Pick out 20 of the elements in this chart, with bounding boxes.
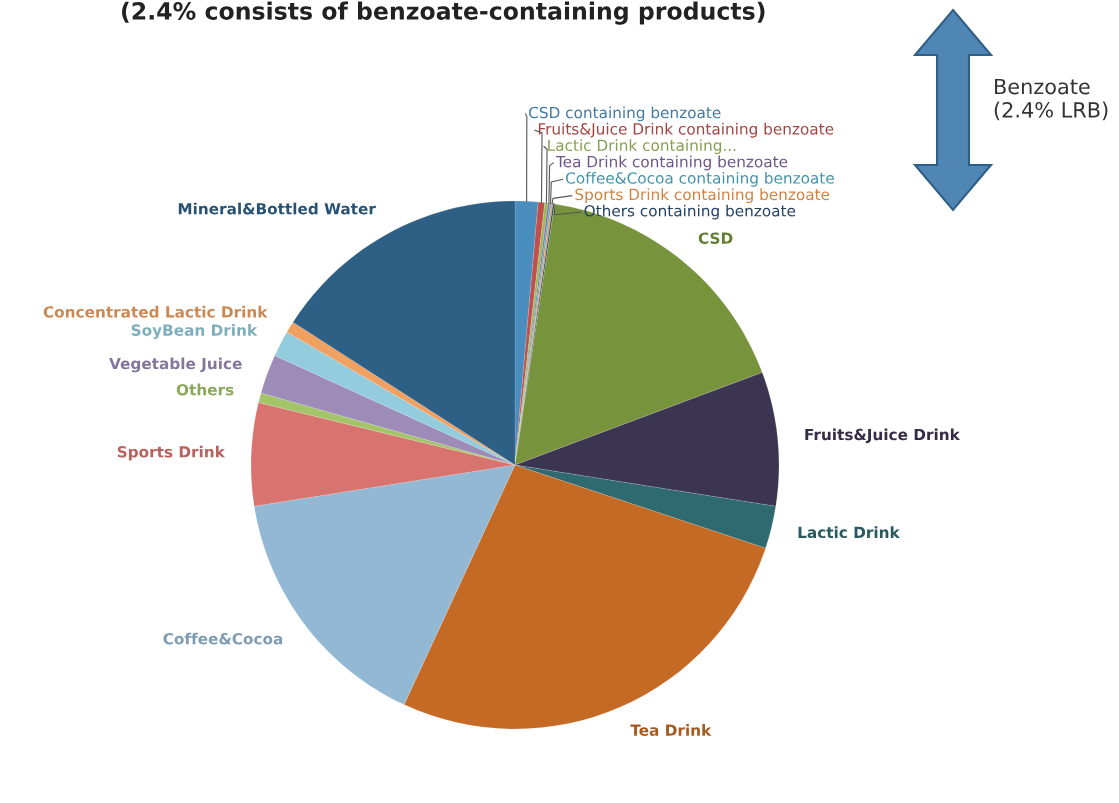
slice-label: Lactic Drink <box>798 526 900 539</box>
slice-label: CSD <box>698 232 733 244</box>
slice-label: Coffee&Cocoa <box>163 632 283 645</box>
slice-label: Others <box>176 383 234 396</box>
slice-label: Fruits&Juice Drink containing benzoate <box>538 122 834 138</box>
slice-label: Tea Drink containing benzoate <box>555 155 788 171</box>
text: Benzoate (2.4% LRB) <box>994 78 1108 121</box>
slice-label: CSD containing benzoate <box>529 106 721 122</box>
slice-label: Others containing benzoate <box>584 204 796 220</box>
slice-label: Concentrated Lactic Drink <box>43 305 268 318</box>
slice-label: Sports Drink <box>117 445 226 461</box>
slice-label: Fruits&Juice Drink <box>805 428 961 444</box>
slice-label: Tea Drink <box>630 724 712 736</box>
slice-label: SoyBean Drink <box>131 324 258 339</box>
slice-label: Sports Drink containing benzoate <box>575 188 830 204</box>
chart-title: (2.4% consists of benzoate-containing products) <box>122 1 765 25</box>
slice-label: Vegetable Juice <box>109 357 242 373</box>
slice-label: Lactic Drink containing... <box>548 139 736 155</box>
slice-label: Coffee&Cocoa containing benzoate <box>566 171 834 187</box>
slice-label: Mineral&Bottled Water <box>178 202 376 215</box>
